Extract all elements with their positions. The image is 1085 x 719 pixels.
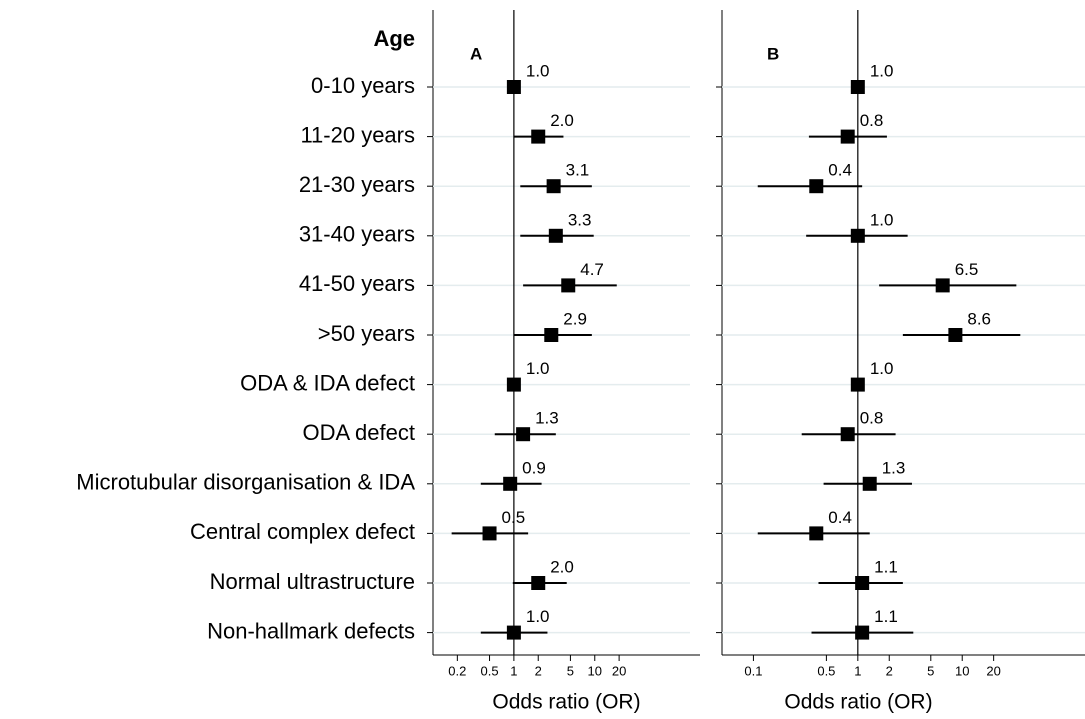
row-label: 31-40 years xyxy=(299,222,415,247)
estimate xyxy=(561,278,576,293)
x-axis-title: Odds ratio (OR) xyxy=(492,691,640,714)
x-tick-label: 1 xyxy=(510,663,517,678)
estimate xyxy=(516,427,531,442)
estimate xyxy=(506,80,521,94)
value-label: 1.0 xyxy=(526,359,550,378)
x-tick-label: 5 xyxy=(567,663,574,678)
estimate xyxy=(850,377,865,392)
panel-title: A xyxy=(470,44,482,63)
row-label: 21-30 years xyxy=(299,172,415,197)
x-tick-label: 10 xyxy=(588,663,602,678)
estimate xyxy=(809,526,824,541)
row-label: 11-20 years xyxy=(300,122,415,147)
x-tick-label: 2 xyxy=(535,663,542,678)
value-label: 0.8 xyxy=(860,409,884,428)
value-label: 4.7 xyxy=(580,260,604,279)
row-label: 41-50 years xyxy=(299,271,415,296)
x-axis-title: Odds ratio (OR) xyxy=(784,691,932,714)
estimate xyxy=(482,526,497,541)
value-label: 1.0 xyxy=(526,61,550,80)
value-label: 1.0 xyxy=(870,61,894,80)
row-label: >50 years xyxy=(318,321,415,346)
value-label: 2.0 xyxy=(550,557,574,576)
row-label: Central complex defect xyxy=(190,519,415,544)
value-label: 0.9 xyxy=(522,458,546,477)
value-label: 1.0 xyxy=(870,210,894,229)
estimate xyxy=(531,576,546,590)
estimate xyxy=(850,80,865,94)
x-tick-label: 2 xyxy=(886,663,893,678)
value-label: 2.9 xyxy=(563,309,587,328)
x-tick-label: 10 xyxy=(955,663,969,678)
value-label: 2.0 xyxy=(550,111,574,130)
estimate xyxy=(935,278,950,293)
x-tick-label: 5 xyxy=(927,663,934,678)
value-label: 8.6 xyxy=(967,309,991,328)
estimate xyxy=(948,328,963,342)
estimate xyxy=(531,129,546,144)
estimate xyxy=(548,228,563,243)
row-label: ODA defect xyxy=(302,420,415,445)
estimate xyxy=(855,625,870,640)
value-label: 1.0 xyxy=(870,359,894,378)
value-label: 1.3 xyxy=(882,458,906,477)
estimate xyxy=(506,377,521,392)
estimate xyxy=(506,625,521,640)
value-label: 0.5 xyxy=(502,508,526,527)
row-label: 0-10 years xyxy=(311,73,415,98)
row-label: ODA & IDA defect xyxy=(240,370,415,395)
panel-title: B xyxy=(767,44,779,63)
estimate xyxy=(840,129,855,144)
value-label: 1.1 xyxy=(874,607,898,626)
row-label: Non-hallmark defects xyxy=(207,618,415,643)
estimate xyxy=(503,476,518,491)
row-header: Age xyxy=(373,26,415,51)
x-tick-label: 20 xyxy=(612,663,626,678)
value-label: 0.8 xyxy=(860,111,884,130)
x-tick-label: 0.1 xyxy=(744,663,762,678)
row-label: Normal ultrastructure xyxy=(210,569,415,594)
value-label: 0.4 xyxy=(828,508,852,527)
value-label: 1.0 xyxy=(526,607,550,626)
value-label: 3.1 xyxy=(566,161,590,180)
estimate xyxy=(809,179,824,194)
x-tick-label: 0.5 xyxy=(480,663,498,678)
value-label: 1.3 xyxy=(535,409,559,428)
estimate xyxy=(855,576,870,590)
value-label: 1.1 xyxy=(874,557,898,576)
estimate xyxy=(544,328,559,342)
value-label: 3.3 xyxy=(568,210,592,229)
row-label: Microtubular disorganisation & IDA xyxy=(76,470,415,495)
estimate xyxy=(850,228,865,243)
x-tick-label: 1 xyxy=(854,663,861,678)
x-tick-label: 20 xyxy=(986,663,1000,678)
estimate xyxy=(546,179,561,194)
estimate xyxy=(862,476,877,491)
x-tick-label: 0.5 xyxy=(817,663,835,678)
estimate xyxy=(840,427,855,442)
value-label: 0.4 xyxy=(828,161,852,180)
value-label: 6.5 xyxy=(955,260,979,279)
x-tick-label: 0.2 xyxy=(448,663,466,678)
